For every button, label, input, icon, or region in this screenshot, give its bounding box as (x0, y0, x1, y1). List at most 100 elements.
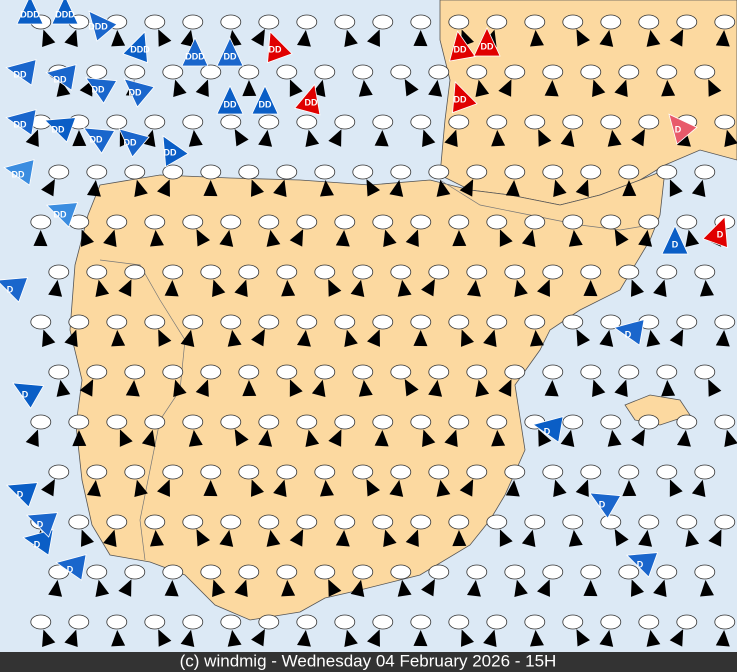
marker-circle (314, 64, 336, 80)
wind-arrow (397, 579, 412, 597)
marker-circle (524, 14, 546, 30)
wind-symbol (118, 128, 150, 158)
wind-arrow (685, 529, 700, 547)
wind-arrow (41, 179, 55, 197)
wind-label: DD (92, 84, 105, 94)
wind-arrow (576, 29, 590, 47)
wind-arrow (266, 229, 281, 247)
wind-arrow (568, 529, 583, 547)
marker-circle (676, 214, 698, 230)
marker-circle (48, 564, 70, 580)
marker-circle (714, 414, 736, 430)
marker-circle (448, 414, 470, 430)
wind-symbol (181, 37, 209, 67)
wind-arrow (328, 129, 342, 147)
marker-circle (334, 314, 356, 330)
marker-circle (542, 164, 564, 180)
wind-arrow (95, 579, 110, 597)
wind-arrow (404, 78, 419, 97)
marker-circle (580, 264, 602, 280)
wind-arrow (366, 179, 380, 197)
wind-symbol (5, 59, 37, 86)
wind-arrow (83, 127, 116, 155)
wind-arrow (715, 329, 730, 347)
wind-symbol (668, 113, 698, 145)
wind-arrow (367, 329, 380, 347)
marker-circle (372, 314, 394, 330)
marker-circle (714, 314, 736, 330)
wind-arrow (203, 179, 218, 197)
wind-arrow (544, 79, 559, 97)
wind-arrow (48, 279, 63, 297)
wind-arrow (491, 129, 506, 147)
marker-circle (486, 314, 508, 330)
marker-circle (276, 164, 298, 180)
marker-circle (618, 464, 640, 480)
wind-label: DD (54, 209, 67, 219)
marker-circle (144, 514, 166, 530)
marker-circle (258, 114, 280, 130)
marker-circle (656, 264, 678, 280)
marker-circle (220, 414, 242, 430)
marker-circle (106, 114, 128, 130)
wind-arrow (473, 27, 501, 57)
wind-arrow (405, 529, 419, 547)
wind-arrow (553, 179, 567, 197)
marker-circle (466, 164, 488, 180)
marker-circle (390, 64, 412, 80)
marker-circle (638, 214, 660, 230)
marker-circle (124, 164, 146, 180)
wind-arrow (141, 429, 156, 447)
marker-circle (106, 214, 128, 230)
wind-symbol (123, 78, 155, 108)
marker-circle (334, 514, 356, 530)
wind-arrow (320, 179, 334, 197)
marker-circle (390, 564, 412, 580)
wind-arrow (234, 128, 249, 147)
marker-circle (86, 564, 108, 580)
wind-symbol (216, 85, 244, 115)
marker-circle (448, 114, 470, 130)
wind-arrow (134, 179, 148, 197)
marker-circle (504, 364, 526, 380)
wind-arrow (505, 479, 520, 497)
wind-arrow (41, 479, 55, 497)
wind-symbol (251, 85, 279, 115)
wind-arrow (576, 329, 590, 347)
marker-circle (352, 464, 374, 480)
wind-arrow (212, 579, 226, 597)
marker-circle (238, 164, 260, 180)
marker-circle (276, 264, 298, 280)
wind-label: DD (14, 119, 27, 129)
marker-circle (466, 364, 488, 380)
wind-arrow (158, 29, 172, 47)
marker-circle (638, 14, 660, 30)
wind-arrow (614, 79, 628, 97)
wind-arrow (669, 629, 684, 647)
wind-label: DD (12, 169, 25, 179)
wind-label: DD (454, 44, 467, 54)
marker-circle (580, 64, 602, 80)
wind-label: DDD (88, 21, 108, 31)
marker-circle (334, 14, 356, 30)
marker-circle (162, 464, 184, 480)
wind-arrow (613, 319, 645, 346)
wind-arrow (181, 37, 209, 67)
wind-arrow (700, 279, 714, 297)
wind-arrow (499, 529, 513, 547)
marker-circle (694, 64, 716, 80)
marker-circle (390, 264, 412, 280)
wind-arrow (358, 379, 373, 397)
marker-circle (48, 264, 70, 280)
marker-circle (352, 364, 374, 380)
wind-arrow (708, 529, 722, 547)
wind-arrow (328, 579, 342, 597)
wind-arrow (180, 629, 195, 647)
marker-circle (162, 364, 184, 380)
marker-circle (524, 614, 546, 630)
wind-arrow (118, 128, 150, 158)
marker-circle (580, 364, 602, 380)
wind-arrow (537, 579, 550, 597)
wind-arrow (195, 379, 209, 397)
wind-arrow (498, 379, 512, 397)
